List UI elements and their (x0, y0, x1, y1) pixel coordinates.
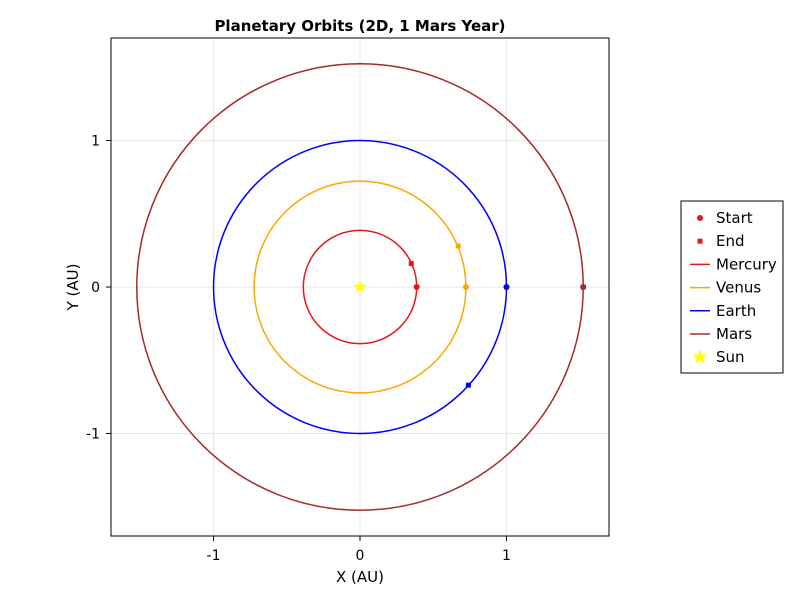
position-markers (353, 243, 587, 388)
legend-label-earth: Earth (716, 302, 756, 320)
chart-title: Planetary Orbits (2D, 1 Mars Year) (214, 17, 505, 35)
legend-label-venus: Venus (716, 279, 761, 297)
legend-symbol-start (697, 215, 703, 221)
legend-label-mars: Mars (716, 325, 752, 343)
x-tick-label: -1 (207, 548, 221, 564)
x-tick-label: 1 (502, 548, 511, 564)
earth-end-marker (465, 382, 471, 388)
x-tick-label: 0 (356, 548, 365, 564)
mercury-start-marker (413, 284, 420, 290)
y-tick-label: -1 (86, 426, 100, 442)
legend-symbol-end (697, 238, 703, 244)
mercury-end-marker (408, 261, 414, 267)
mars-end-marker (580, 284, 586, 290)
legend-label-sun: Sun (716, 348, 745, 366)
legend-label-start: Start (716, 209, 753, 227)
y-tick-label: 1 (91, 134, 100, 150)
legend-label-mercury: Mercury (716, 255, 777, 273)
earth-start-marker (503, 284, 510, 290)
y-tick-label: 0 (91, 280, 100, 296)
y-axis-label: Y (AU) (64, 264, 82, 312)
legend-symbol-sun (692, 349, 708, 364)
legend-label-end: End (716, 232, 745, 250)
x-axis-label: X (AU) (336, 568, 384, 586)
venus-start-marker (462, 284, 469, 290)
axis-ticks: -1 0 1 -1 0 1 (86, 134, 511, 564)
venus-end-marker (455, 243, 461, 249)
legend: Start End Mercury Venus Earth Mars Sun (680, 200, 784, 374)
sun-marker (353, 280, 367, 293)
